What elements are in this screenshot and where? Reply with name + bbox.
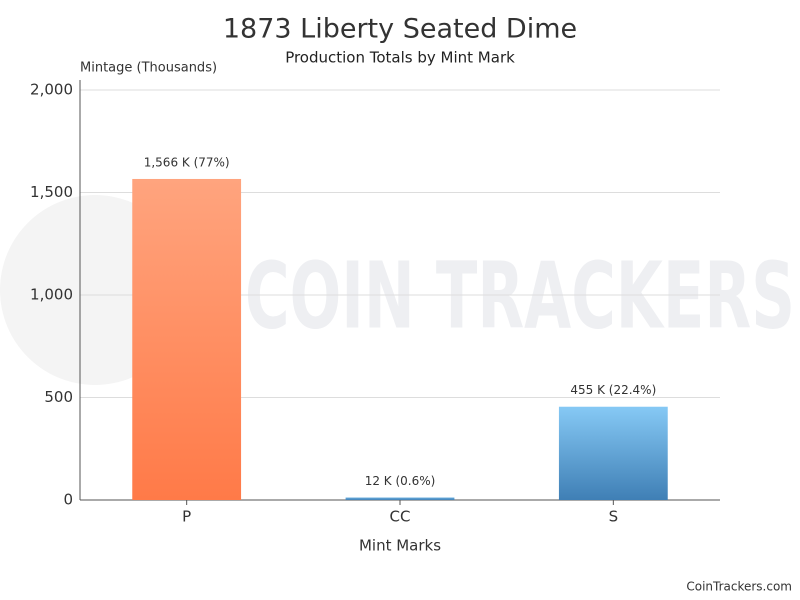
credit: CoinTrackers.com — [686, 580, 792, 594]
chart-subtitle: Production Totals by Mint Mark — [285, 49, 515, 67]
x-tick-label: CC — [390, 508, 411, 526]
data-label: 1,566 K (77%) — [144, 155, 230, 169]
y-tick-label: 1,500 — [30, 183, 73, 201]
bar — [132, 178, 242, 500]
y-tick-label: 1,000 — [30, 286, 73, 304]
y-tick-label: 500 — [44, 388, 73, 406]
bar — [345, 497, 455, 500]
x-tick-label: P — [182, 508, 191, 526]
x-axis-label: Mint Marks — [359, 537, 441, 555]
y-tick-label: 0 — [63, 491, 73, 509]
y-tick-label: 2,000 — [30, 81, 73, 99]
bar — [558, 406, 668, 500]
watermark: COIN TRACKERS — [245, 242, 795, 349]
x-tick-label: S — [609, 508, 619, 526]
data-label: 455 K (22.4%) — [570, 383, 656, 397]
chart-title: 1873 Liberty Seated Dime — [223, 14, 577, 45]
y-axis-label: Mintage (Thousands) — [80, 61, 217, 76]
data-label: 12 K (0.6%) — [365, 474, 436, 488]
